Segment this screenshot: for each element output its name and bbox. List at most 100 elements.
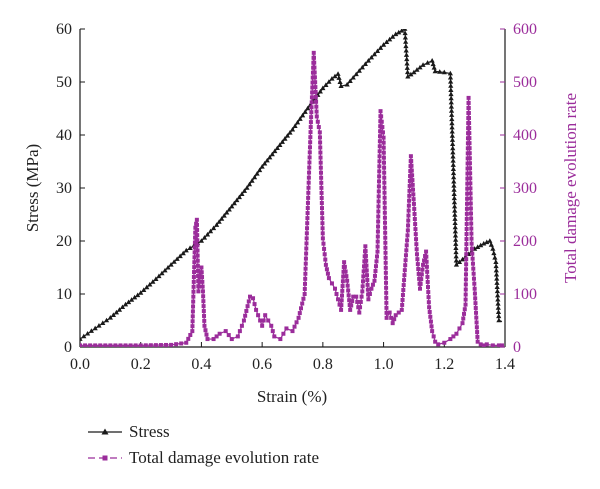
damage-marker [402,273,407,278]
damage-marker [475,330,480,335]
damage-marker [376,199,381,204]
damage-marker [383,265,388,270]
stress-marker [495,309,502,314]
damage-marker [319,201,324,206]
stress-marker [456,259,463,264]
damage-marker [465,196,470,201]
stress-marker [437,69,443,74]
x-tick-label: 1.0 [374,356,394,373]
stress-marker [100,320,106,325]
damage-marker [306,175,311,180]
stress-marker [320,85,326,91]
series-stress [80,29,503,341]
damage-marker [468,206,473,211]
plot-area [79,29,506,348]
damage-marker [326,276,331,281]
damage-marker [195,258,200,263]
damage-marker [478,342,483,347]
damage-marker [200,279,205,284]
stress-marker [138,290,144,295]
stress-marker [305,105,311,111]
stress-marker [449,116,455,122]
damage-marker [312,75,317,80]
stress-marker [122,301,129,307]
damage-marker [313,80,318,85]
damage-marker [153,343,158,347]
damage-marker [346,293,351,298]
damage-marker [465,171,470,176]
stress-marker [493,259,499,264]
stress-marker [493,271,500,277]
damage-marker [467,121,472,126]
stress-marker [447,70,453,76]
stress-marker [493,263,499,269]
y-tick-label: 20 [56,233,72,250]
damage-marker [382,170,387,175]
legend-damage-label: Total damage evolution rate [129,448,319,467]
damage-marker [436,342,441,347]
damage-marker [380,130,385,135]
stress-marker [254,171,260,176]
stress-marker [119,304,126,310]
stress-marker [187,245,193,250]
damage-marker [301,296,306,301]
damage-marker [425,279,430,284]
stress-marker [478,242,484,248]
y-tick-label: 30 [56,180,72,197]
damage-marker [466,95,471,100]
x-tick-label: 0.0 [70,356,90,373]
damage-marker [307,155,312,160]
damage-marker [304,246,309,251]
damage-marker [191,289,196,294]
stress-marker [411,69,417,75]
damage-marker [464,206,469,211]
stress-marker [448,103,455,109]
y-tick-label: 60 [56,21,72,38]
damage-marker [300,301,305,306]
stress-marker [450,162,456,167]
damage-marker [392,317,397,322]
stress-marker [452,212,458,217]
damage-marker [313,94,318,99]
damage-marker [195,248,200,253]
damage-marker [312,70,317,75]
damage-marker [377,134,382,139]
damage-marker [345,278,350,283]
stress-marker [449,120,455,126]
damage-marker [401,288,406,293]
damage-marker [190,319,195,324]
damage-marker [202,323,207,328]
damage-marker [193,235,198,240]
damage-marker [467,136,472,141]
damage-marker [378,129,383,134]
stress-marker [393,31,399,37]
damage-marker [416,271,421,276]
damage-marker [361,269,366,274]
stress-marker [450,141,456,147]
damage-marker [418,286,422,291]
damage-marker [308,120,313,125]
damage-marker [382,215,387,220]
stress-marker [284,133,291,138]
damage-marker [375,234,380,239]
stress-marker [495,296,501,302]
damage-marker [425,274,430,279]
damage-marker [192,250,197,255]
stress-marker [80,336,83,341]
damage-marker [408,154,413,159]
damage-marker [376,204,381,209]
damage-marker [384,315,389,320]
damage-marker [375,244,380,249]
stress-marker [113,309,120,315]
damage-marker [364,263,369,268]
damage-marker [347,298,352,303]
damage-marker [186,336,191,341]
stress-marker [162,267,168,273]
stress-marker [353,71,359,77]
damage-marker [199,265,204,270]
damage-marker [406,218,411,223]
x-axis-label: Strain (%) [257,387,327,406]
damage-marker [413,232,418,237]
damage-marker [245,304,250,309]
stress-marker [147,281,153,287]
